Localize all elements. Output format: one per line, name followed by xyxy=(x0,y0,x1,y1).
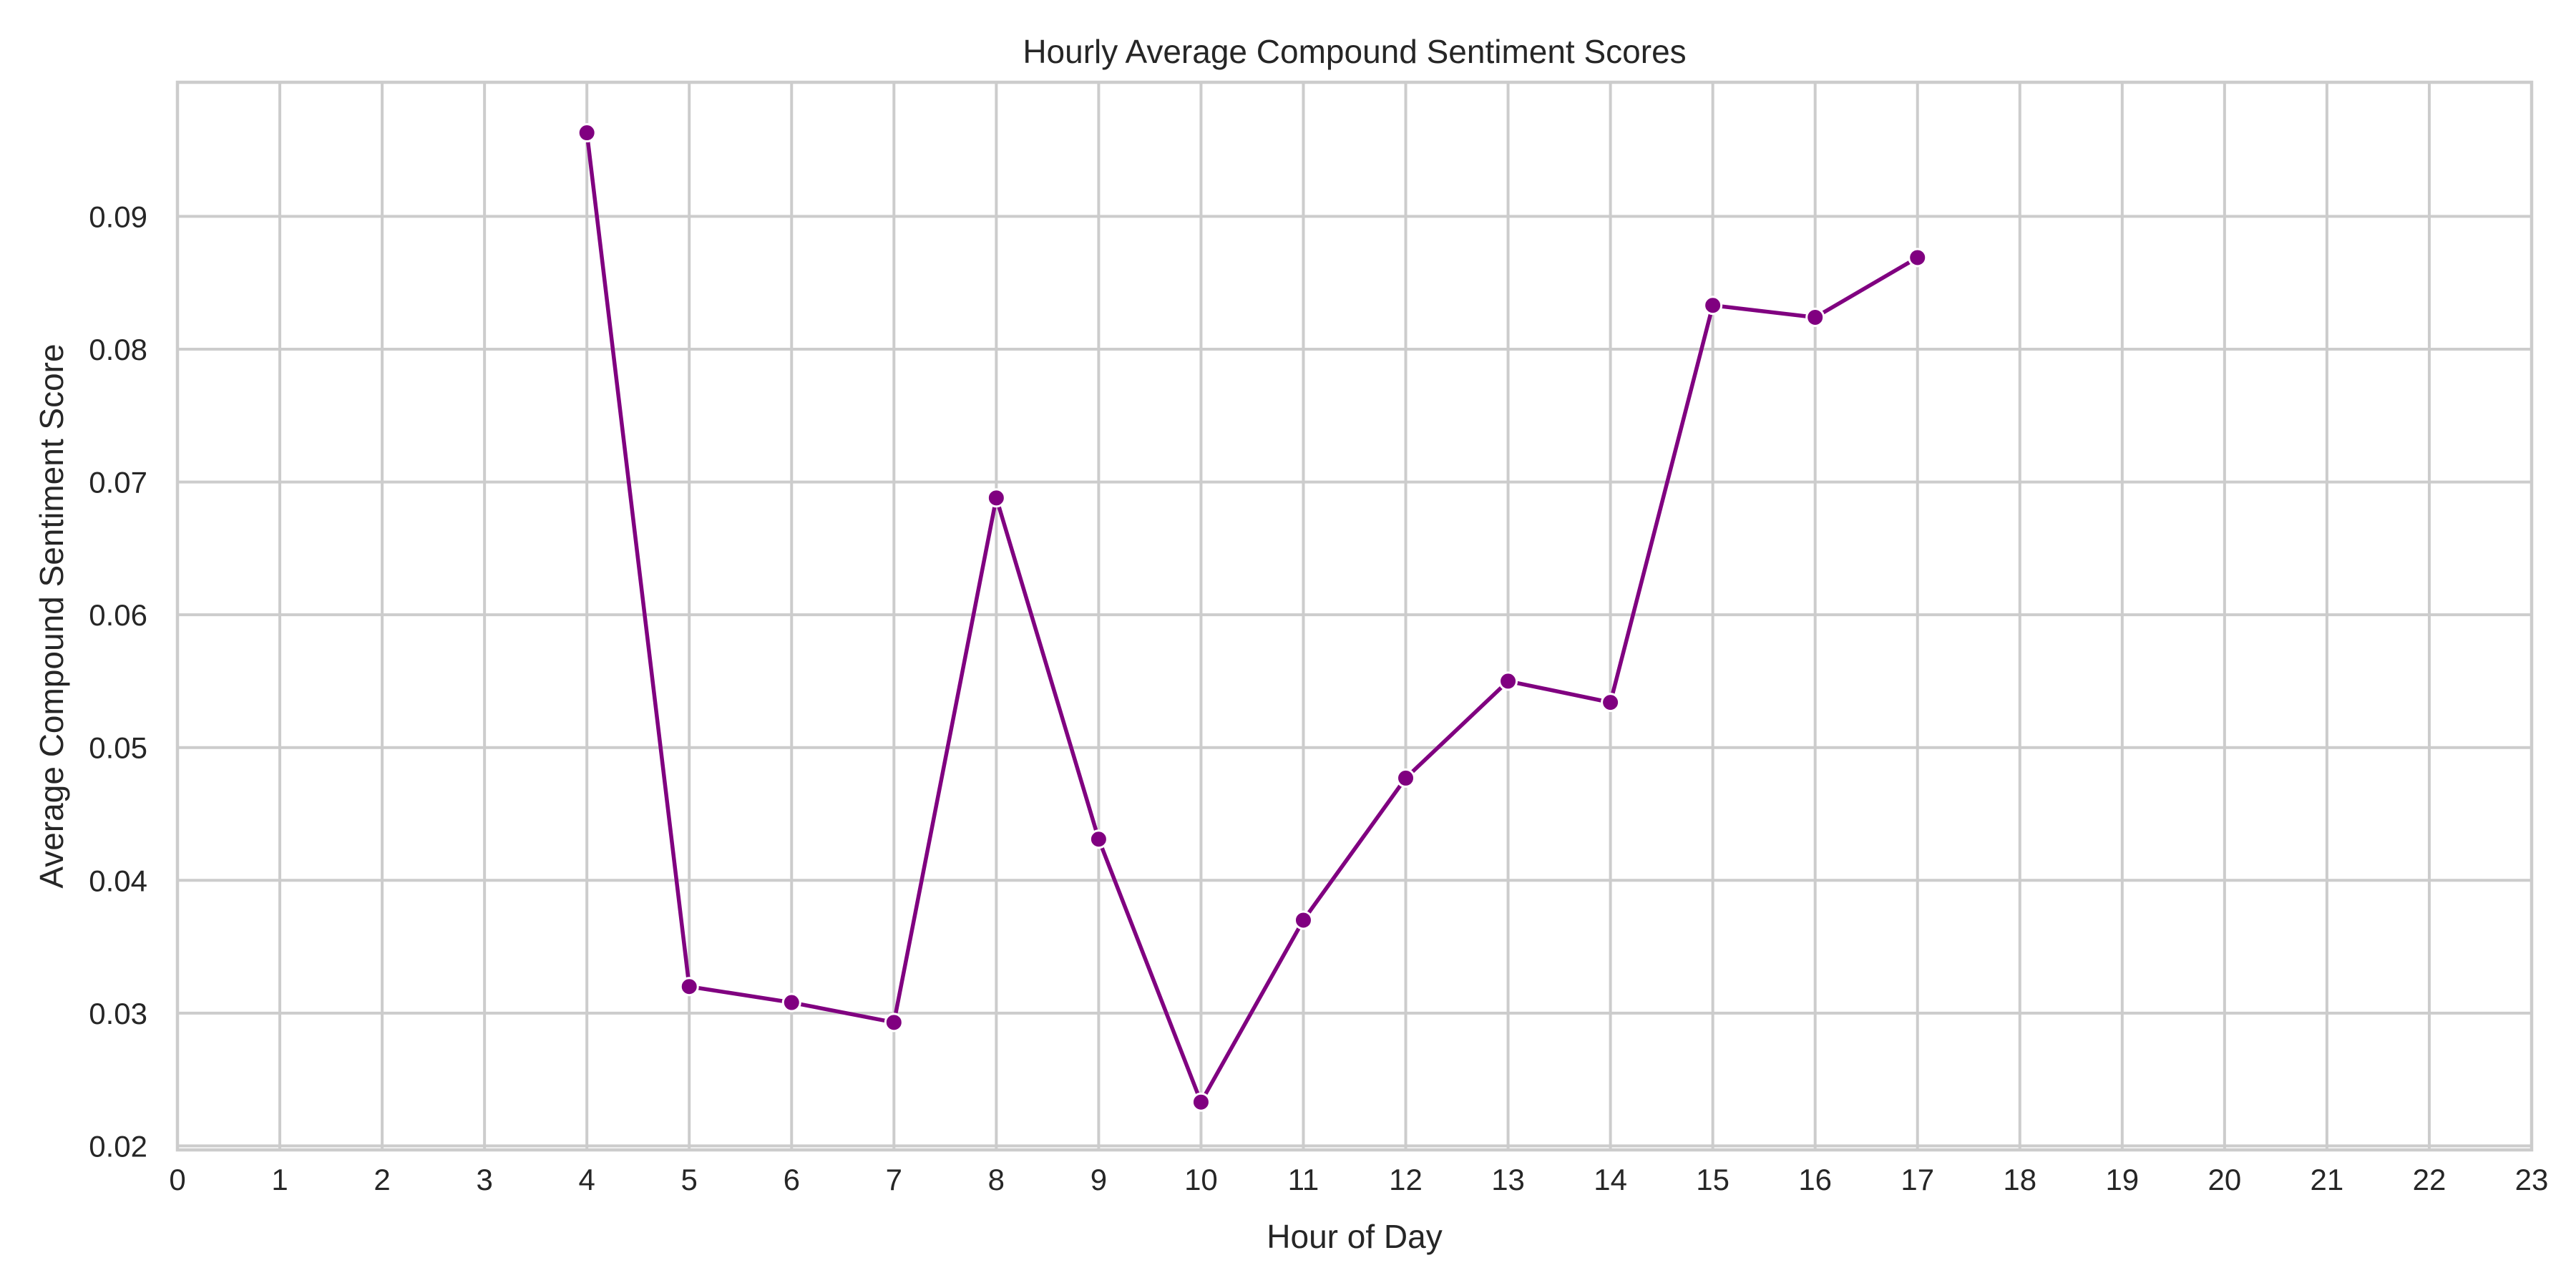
chart-title: Hourly Average Compound Sentiment Scores xyxy=(1023,33,1686,70)
x-tick-label: 11 xyxy=(1288,1163,1319,1196)
x-tick-label: 9 xyxy=(1091,1163,1107,1196)
data-point xyxy=(1601,693,1621,713)
y-tick-label: 0.03 xyxy=(89,997,147,1030)
x-tick-label: 2 xyxy=(374,1163,390,1196)
x-tick-label: 0 xyxy=(169,1163,185,1196)
x-tick-label: 16 xyxy=(1798,1163,1832,1196)
x-tick-label: 17 xyxy=(1901,1163,1934,1196)
series xyxy=(577,123,1928,1112)
x-axis-label: Hour of Day xyxy=(1267,1218,1442,1255)
data-point xyxy=(986,488,1006,508)
data-point xyxy=(1293,910,1313,930)
x-tick-label: 21 xyxy=(2311,1163,2344,1196)
x-tick-label: 1 xyxy=(271,1163,288,1196)
x-tick-label: 20 xyxy=(2208,1163,2242,1196)
y-tick-label: 0.07 xyxy=(89,466,147,499)
data-point xyxy=(577,123,597,143)
x-tick-label: 8 xyxy=(988,1163,1005,1196)
x-tick-label: 10 xyxy=(1184,1163,1218,1196)
y-axis-ticks: 0.02 0.03 0.04 0.05 0.06 0.07 0.08 0.09 xyxy=(89,200,147,1163)
series-line xyxy=(585,130,1920,1104)
x-tick-label: 6 xyxy=(784,1163,800,1196)
data-point xyxy=(1088,829,1108,849)
x-tick-label: 23 xyxy=(2515,1163,2549,1196)
x-tick-label: 15 xyxy=(1696,1163,1729,1196)
x-tick-label: 5 xyxy=(681,1163,698,1196)
y-tick-label: 0.09 xyxy=(89,200,147,233)
x-tick-label: 3 xyxy=(476,1163,492,1196)
grid xyxy=(176,82,2533,1150)
x-tick-label: 4 xyxy=(578,1163,595,1196)
x-tick-label: 18 xyxy=(2003,1163,2036,1196)
x-tick-label: 12 xyxy=(1389,1163,1423,1196)
data-point xyxy=(1703,296,1723,316)
y-tick-label: 0.08 xyxy=(89,333,147,366)
data-point xyxy=(1191,1092,1211,1112)
x-tick-label: 13 xyxy=(1491,1163,1525,1196)
y-tick-label: 0.04 xyxy=(89,864,147,897)
plot-frame xyxy=(175,80,2534,1152)
data-point xyxy=(1396,768,1416,788)
data-point xyxy=(884,1013,904,1033)
x-axis-ticks: 0 1 2 3 4 5 6 7 8 9 10 11 12 13 14 15 16 17 18 19 20 21 22 23 xyxy=(169,1163,2548,1196)
y-tick-label: 0.05 xyxy=(89,731,147,765)
x-tick-label: 22 xyxy=(2413,1163,2446,1196)
y-tick-label: 0.06 xyxy=(89,598,147,632)
x-tick-label: 19 xyxy=(2105,1163,2139,1196)
y-tick-label: 0.02 xyxy=(89,1129,147,1163)
data-point xyxy=(679,977,699,997)
x-tick-label: 7 xyxy=(886,1163,902,1196)
data-point xyxy=(1805,307,1825,327)
data-point xyxy=(1908,248,1928,268)
data-point xyxy=(1498,671,1518,691)
y-axis-label: Average Compound Sentiment Score xyxy=(33,343,70,888)
x-tick-label: 14 xyxy=(1594,1163,1627,1196)
data-point xyxy=(781,992,801,1013)
